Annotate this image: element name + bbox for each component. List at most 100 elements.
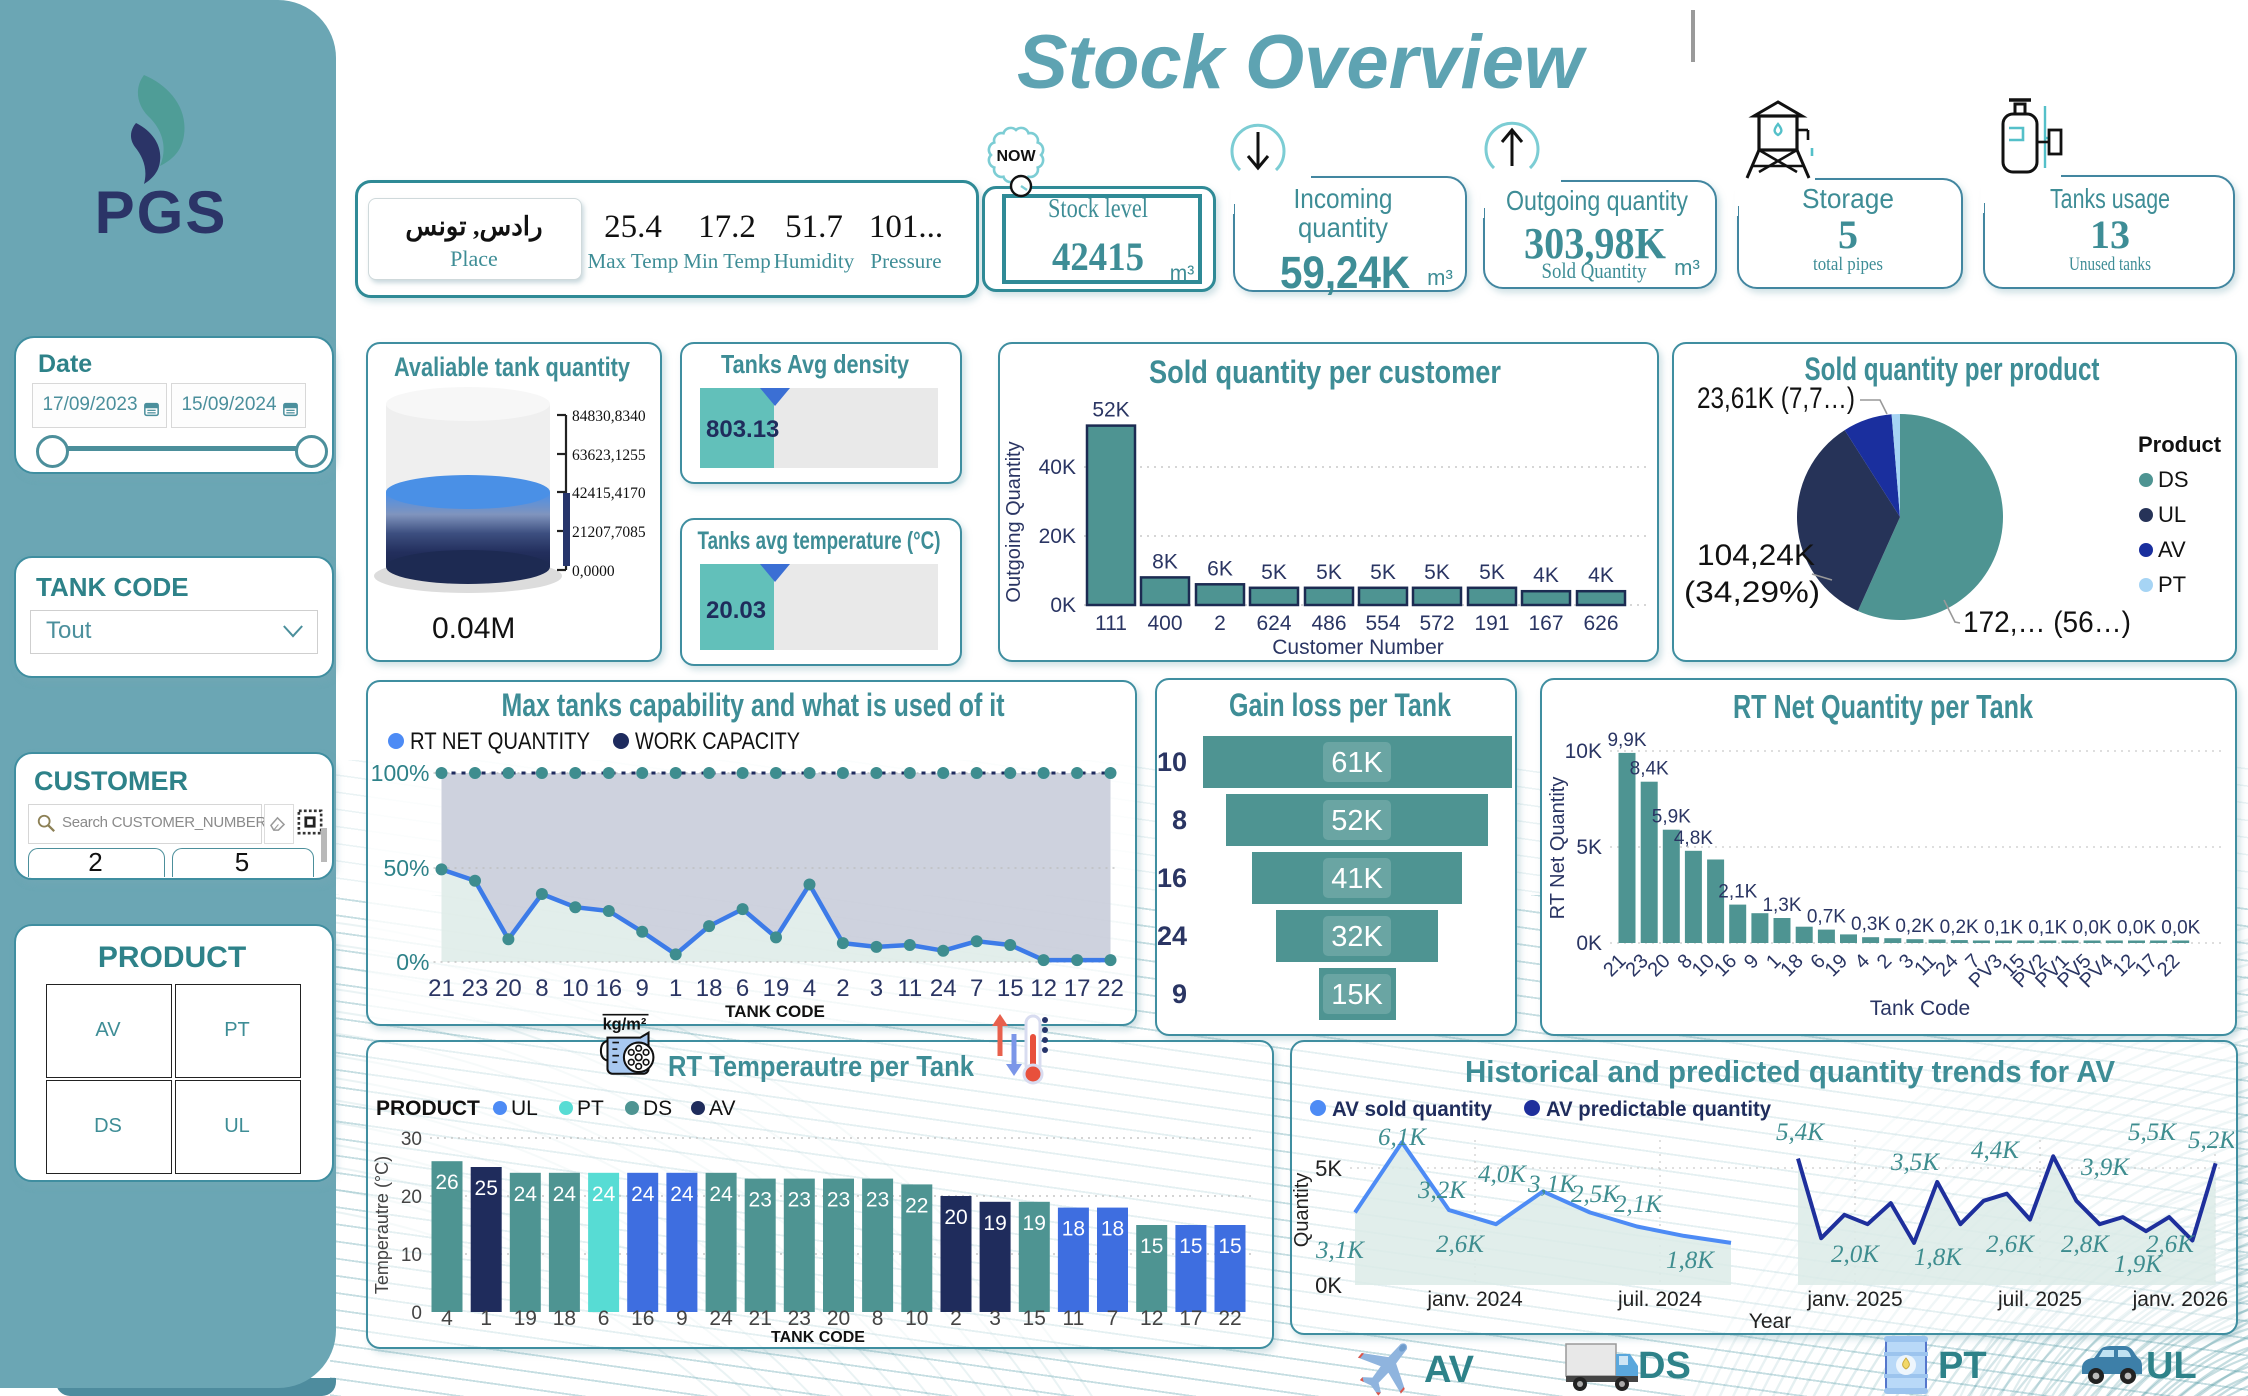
svg-text:20: 20: [401, 1187, 422, 1208]
svg-text:24: 24: [709, 1183, 733, 1206]
svg-text:4K: 4K: [1533, 564, 1559, 587]
svg-text:Tanks Avg density: Tanks Avg density: [721, 349, 909, 379]
svg-text:17: 17: [1064, 975, 1091, 1002]
svg-text:21207,7085: 21207,7085: [572, 524, 646, 541]
svg-text:24: 24: [631, 1183, 655, 1206]
svg-text:1,8K: 1,8K: [1666, 1247, 1715, 1274]
svg-text:Quantity: Quantity: [1291, 1173, 1313, 1247]
svg-text:18: 18: [696, 975, 723, 1002]
svg-text:24: 24: [1157, 921, 1187, 951]
svg-text:PT: PT: [577, 1097, 604, 1120]
svg-text:Outgoing Quantity: Outgoing Quantity: [1003, 441, 1025, 602]
svg-text:52K: 52K: [1331, 805, 1383, 837]
svg-text:Historical and predicted quant: Historical and predicted quantity trends…: [1465, 1054, 2115, 1089]
svg-text:3,2K: 3,2K: [1417, 1177, 1467, 1204]
svg-text:24: 24: [592, 1183, 616, 1206]
svg-text:Max Temp: Max Temp: [588, 249, 679, 273]
svg-text:5K: 5K: [1315, 1156, 1342, 1181]
svg-text:24: 24: [670, 1183, 694, 1206]
svg-text:AV: AV: [2158, 537, 2186, 562]
svg-text:2: 2: [836, 975, 849, 1002]
svg-text:total pipes: total pipes: [1813, 254, 1883, 275]
svg-text:Tanks avg temperature (°C): Tanks avg temperature (°C): [698, 527, 941, 555]
svg-text:40K: 40K: [1039, 456, 1076, 479]
svg-text:8: 8: [872, 1307, 884, 1330]
svg-text:3: 3: [870, 975, 883, 1002]
svg-text:10: 10: [1157, 747, 1187, 777]
svg-text:2,8K: 2,8K: [2061, 1231, 2110, 1258]
svg-text:janv. 2026: janv. 2026: [2132, 1288, 2228, 1311]
svg-text:0K: 0K: [1576, 932, 1602, 955]
svg-text:23: 23: [788, 1189, 811, 1212]
svg-text:10K: 10K: [1565, 740, 1602, 763]
svg-text:4: 4: [441, 1307, 453, 1330]
svg-text:19: 19: [1023, 1212, 1046, 1235]
svg-text:172,… (56…): 172,… (56…): [1963, 606, 2131, 639]
svg-text:3,1K: 3,1K: [1315, 1237, 1365, 1264]
svg-text:quantity: quantity: [1298, 212, 1388, 243]
svg-text:2,1K: 2,1K: [1614, 1191, 1663, 1218]
svg-text:24: 24: [930, 975, 957, 1002]
svg-text:7: 7: [970, 975, 983, 1002]
svg-text:25.4: 25.4: [604, 209, 662, 245]
svg-text:20K: 20K: [1039, 525, 1076, 548]
svg-text:9: 9: [676, 1307, 688, 1330]
svg-text:51.7: 51.7: [785, 209, 843, 245]
svg-text:1,3K: 1,3K: [1762, 895, 1801, 916]
svg-text:RT Temperautre per Tank: RT Temperautre per Tank: [668, 1051, 975, 1083]
svg-text:Sold quantity per customer: Sold quantity per customer: [1149, 354, 1501, 390]
svg-text:kg/m²: kg/m²: [603, 1015, 647, 1033]
svg-text:0.04M: 0.04M: [432, 612, 515, 645]
svg-text:17: 17: [1179, 1307, 1202, 1330]
svg-text:17.2: 17.2: [698, 209, 756, 245]
svg-text:11: 11: [897, 975, 922, 1002]
svg-text:0K: 0K: [1315, 1273, 1342, 1298]
svg-text:554: 554: [1365, 612, 1400, 635]
svg-text:TANK CODE: TANK CODE: [725, 1002, 825, 1021]
svg-text:23: 23: [788, 1307, 811, 1330]
svg-text:22: 22: [2153, 950, 2184, 981]
svg-text:1,9K: 1,9K: [2114, 1251, 2163, 1278]
svg-text:10: 10: [401, 1245, 422, 1266]
svg-text:m³: m³: [1427, 265, 1453, 290]
svg-text:juil. 2025: juil. 2025: [1997, 1288, 2082, 1311]
svg-text:janv. 2025: janv. 2025: [1806, 1288, 1902, 1311]
svg-text:5K: 5K: [1316, 561, 1342, 584]
svg-text:رادس, تونس: رادس, تونس: [405, 212, 542, 242]
svg-text:23: 23: [827, 1189, 850, 1212]
svg-text:Sold quantity per product: Sold quantity per product: [1805, 351, 2100, 387]
svg-text:12: 12: [1140, 1307, 1163, 1330]
svg-text:24: 24: [709, 1307, 733, 1330]
svg-text:42415: 42415: [1052, 234, 1144, 279]
svg-text:Year: Year: [1749, 1310, 1791, 1331]
svg-text:0K: 0K: [1050, 594, 1076, 617]
svg-text:2: 2: [1873, 950, 1896, 973]
svg-text:15: 15: [1218, 1235, 1241, 1258]
svg-text:6,1K: 6,1K: [1378, 1124, 1427, 1151]
svg-text:4K: 4K: [1588, 564, 1614, 587]
svg-text:UL: UL: [2158, 502, 2186, 527]
svg-text:2: 2: [950, 1307, 962, 1330]
svg-text:24: 24: [514, 1183, 538, 1206]
svg-text:1,8K: 1,8K: [1914, 1244, 1963, 1271]
svg-text:5,2K: 5,2K: [2188, 1127, 2234, 1154]
svg-text:9: 9: [1172, 979, 1187, 1009]
svg-text:26: 26: [435, 1171, 458, 1194]
svg-text:4,8K: 4,8K: [1674, 828, 1713, 849]
svg-text:4: 4: [1851, 950, 1874, 973]
svg-text:21: 21: [428, 975, 455, 1002]
svg-text:0,0K: 0,0K: [2161, 918, 2200, 939]
svg-text:8: 8: [1172, 805, 1187, 835]
svg-text:0: 0: [411, 1303, 422, 1324]
svg-text:5,5K: 5,5K: [2128, 1119, 2177, 1146]
svg-text:6: 6: [598, 1307, 610, 1330]
svg-text:RT Net Quantity per Tank: RT Net Quantity per Tank: [1733, 688, 2033, 725]
svg-text:13: 13: [2090, 212, 2130, 257]
svg-text:9,9K: 9,9K: [1607, 730, 1646, 751]
svg-text:23: 23: [749, 1189, 772, 1212]
svg-text:Outgoing quantity: Outgoing quantity: [1506, 185, 1688, 216]
svg-text:19: 19: [983, 1212, 1006, 1235]
svg-text:52K: 52K: [1092, 399, 1129, 422]
svg-text:21: 21: [749, 1307, 772, 1330]
svg-text:303,98K: 303,98K: [1524, 219, 1666, 268]
